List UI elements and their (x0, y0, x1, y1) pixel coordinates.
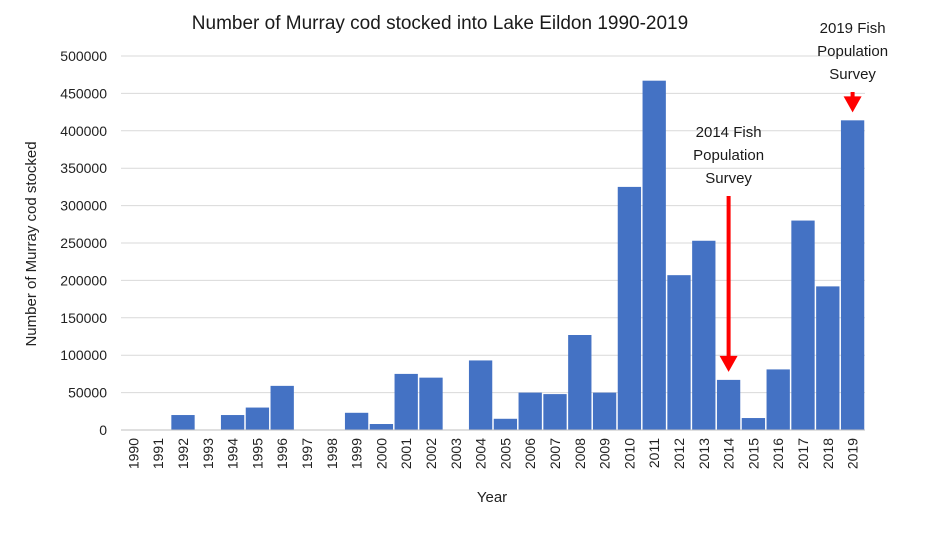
x-tick-label: 2009 (597, 438, 613, 469)
annotation-text: 2014 Fish (696, 124, 762, 141)
annotations: 2014 Fish Population Survey 2019 Fish Popula… (693, 20, 888, 372)
bar-1994 (220, 415, 245, 430)
x-tick-label: 2015 (745, 438, 761, 469)
arrow-head (843, 96, 862, 113)
x-tick-label: 2018 (820, 438, 836, 469)
bar-2019 (840, 120, 865, 430)
x-tick-label: 2013 (696, 438, 712, 469)
y-tick-label: 250000 (60, 235, 107, 251)
x-tick-label: 2000 (373, 438, 389, 469)
annotation-text: Survey (829, 66, 876, 83)
bar-2007 (543, 394, 567, 430)
bars (171, 80, 865, 431)
bar-2006 (518, 392, 542, 430)
x-tick-label: 2006 (522, 438, 538, 469)
bar-2000 (369, 424, 394, 430)
arrow-head (719, 355, 738, 372)
y-tick-label: 500000 (60, 48, 107, 64)
chart-title: Number of Murray cod stocked into Lake E… (192, 13, 688, 34)
x-tick-label: 2005 (497, 438, 513, 469)
y-tick-label: 150000 (60, 310, 107, 326)
x-axis-label: Year (477, 489, 507, 506)
x-tick-label: 2003 (448, 438, 464, 469)
grid-lines (121, 55, 865, 394)
y-axis-label: Number of Murray cod stocked (23, 141, 40, 346)
bar-1992 (171, 415, 195, 430)
x-tick-label: 2016 (770, 438, 786, 469)
bar-2005 (493, 418, 518, 430)
bar-2001 (394, 373, 418, 430)
x-tick-label: 2017 (795, 438, 811, 469)
x-tick-label: 2012 (671, 438, 687, 469)
bar-2010 (617, 186, 642, 430)
x-tick-label: 2010 (621, 438, 637, 469)
x-tick-label: 1994 (225, 438, 241, 469)
x-tick-label: 1997 (299, 438, 315, 469)
annotation-2019: 2019 Fish Population Survey (817, 20, 888, 113)
bar-2011 (642, 80, 666, 431)
bar-2002 (419, 377, 443, 430)
annotation-text: Population (817, 43, 888, 60)
x-tick-label: 1990 (125, 438, 141, 469)
x-tick-label: 2001 (398, 438, 414, 469)
bar-2009 (592, 392, 617, 430)
x-tick-labels: 1990 1991 1992 1993 1994 1995 1996 1997 1998 1999… (125, 438, 860, 469)
x-tick-label: 1991 (150, 438, 166, 469)
annotation-text: Population (693, 147, 764, 164)
y-tick-label: 200000 (60, 272, 107, 288)
x-tick-label: 1999 (349, 438, 365, 469)
bar-2016 (766, 369, 790, 430)
annotation-text: 2019 Fish (820, 20, 886, 37)
bar-1995 (245, 407, 270, 430)
x-tick-label: 1995 (249, 438, 265, 469)
x-tick-label: 1992 (175, 438, 191, 469)
x-tick-label: 1996 (274, 438, 290, 469)
bar-2012 (667, 275, 691, 430)
annotation-2014: 2014 Fish Population Survey (693, 124, 764, 372)
bar-2018 (816, 286, 840, 430)
annotation-text: Survey (705, 170, 752, 187)
y-tick-label: 50000 (68, 385, 107, 401)
x-tick-label: 2007 (547, 438, 563, 469)
y-tick-label: 0 (99, 422, 107, 438)
y-tick-label: 400000 (60, 123, 107, 139)
y-tick-label: 450000 (60, 85, 107, 101)
x-tick-label: 2004 (473, 438, 489, 469)
x-tick-label: 2019 (845, 438, 861, 469)
y-tick-label: 100000 (60, 347, 107, 363)
bar-2014 (716, 379, 741, 430)
y-tick-labels: 0 50000 100000 150000 200000 250000 300000 3500… (60, 48, 107, 438)
x-tick-label: 2011 (646, 438, 662, 468)
bar-2004 (468, 360, 493, 430)
y-tick-label: 300000 (60, 198, 107, 214)
bar-2013 (692, 240, 716, 430)
y-tick-label: 350000 (60, 160, 107, 176)
bar-2008 (568, 335, 592, 430)
bar-2015 (741, 418, 766, 430)
bar-1996 (270, 385, 294, 430)
x-tick-label: 1993 (200, 438, 216, 469)
bar-1999 (344, 412, 369, 430)
x-tick-label: 1998 (324, 438, 340, 469)
x-tick-label: 2014 (721, 438, 737, 469)
bar-2017 (791, 220, 815, 430)
x-tick-label: 2008 (572, 438, 588, 469)
x-tick-label: 2002 (423, 438, 439, 469)
